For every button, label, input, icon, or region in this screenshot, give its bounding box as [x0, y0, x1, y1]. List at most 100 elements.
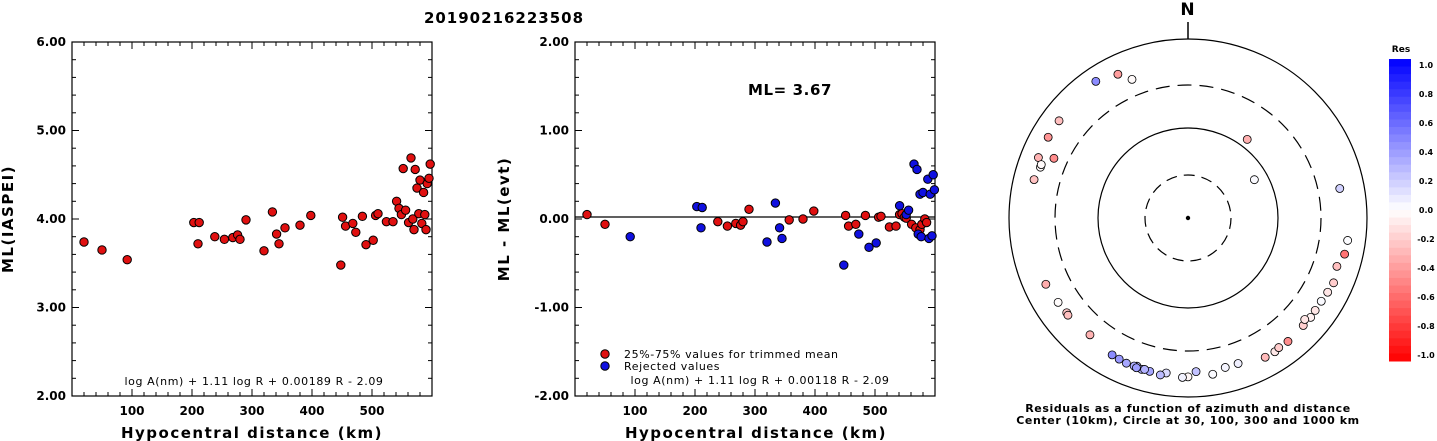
colorbar-labels: 1.0 0.8 0.6 0.4 0.2 0.0 -0.2 -0.4 -0.6 -0.8 -1.0: [1417, 61, 1435, 360]
accepted-point: [876, 211, 886, 222]
accepted-point: [840, 210, 851, 221]
y-tick-label: 2.00: [539, 35, 569, 49]
colorbar-cell: [1389, 330, 1411, 339]
station-point: [1335, 184, 1345, 193]
azimuth-residual-panel: N Residuals as a function of azimuth and…: [1008, 0, 1368, 427]
colorbar-cell: [1389, 66, 1411, 75]
station-point: [1310, 305, 1320, 315]
colorbar-cell: [1389, 353, 1411, 362]
colorbar-cell: [1389, 255, 1411, 264]
colorbar-label: 1.0: [1419, 61, 1434, 70]
colorbar-label: -0.2: [1417, 235, 1435, 244]
formula: log A(nm) + 1.11 log R + 0.00118 R - 2.0…: [630, 374, 889, 387]
colorbar-cell: [1389, 232, 1411, 241]
data-point: [295, 220, 305, 230]
y-tick-label: 0.00: [539, 212, 569, 226]
colorbar-cell: [1389, 149, 1411, 158]
data-point: [400, 205, 411, 215]
station-point: [1036, 160, 1046, 169]
accepted-point: [738, 216, 748, 227]
rejected-point: [928, 170, 938, 180]
data-point: [421, 224, 431, 235]
rejected-point: [912, 164, 922, 175]
legend-blue-label: Rejected values: [624, 360, 720, 373]
colorbar-cell: [1389, 345, 1411, 354]
data-points: [79, 153, 435, 270]
colorbar-cell: [1389, 293, 1411, 302]
data-point: [368, 235, 378, 245]
station-point: [1274, 343, 1284, 352]
rejected-point: [927, 231, 937, 241]
colorbar-title: Res: [1392, 45, 1410, 55]
data-point: [193, 239, 203, 249]
colorbar-label: -0.8: [1417, 322, 1435, 331]
data-point: [274, 239, 284, 249]
legend-red-label: 25%-75% values for trimmed mean: [624, 348, 839, 361]
rejected-point: [696, 223, 706, 233]
axis-ticks: 2.00 3.00 4.00 5.00 6.00 100 200 300 400 500: [36, 35, 433, 418]
data-point: [398, 163, 408, 174]
colorbar-cell: [1389, 134, 1411, 143]
colorbar-cell: [1389, 217, 1411, 226]
data-point: [418, 187, 429, 198]
colorbar-cell: [1389, 262, 1411, 271]
station-point: [1343, 236, 1353, 245]
legend-blue-marker: [600, 361, 610, 371]
data-point: [267, 207, 278, 217]
ring-100km: [1097, 127, 1279, 309]
x-tick-label: 400: [299, 404, 324, 418]
x-tick-label: 400: [802, 404, 827, 418]
colorbar-cell: [1389, 323, 1411, 332]
accepted-point: [798, 214, 808, 224]
data-point: [271, 229, 282, 239]
rejected-point: [774, 223, 785, 233]
station-point: [1340, 249, 1350, 259]
data-point: [210, 232, 220, 242]
colorbar-cells: [1389, 59, 1411, 362]
station-point: [1283, 337, 1293, 346]
y-tick-label: 1.00: [539, 124, 569, 138]
station-point: [1323, 287, 1333, 297]
data-point: [357, 211, 368, 222]
colorbar-label: 0.4: [1419, 148, 1434, 157]
station-point: [1220, 363, 1230, 372]
colorbar-label: -0.4: [1417, 264, 1435, 273]
colorbar-cell: [1389, 164, 1411, 173]
station-point: [1208, 369, 1218, 379]
rejected-point: [871, 238, 881, 248]
station-point: [1049, 153, 1059, 163]
data-point: [259, 246, 269, 256]
y-tick-label: 3.00: [36, 301, 66, 315]
data-point: [219, 234, 230, 245]
data-point: [409, 224, 419, 235]
data-point: [122, 255, 132, 265]
station-point: [1107, 350, 1117, 360]
accepted-point: [722, 221, 733, 231]
rejected-point: [839, 260, 849, 270]
colorbar-cell: [1389, 300, 1411, 309]
y-tick-label: -1.00: [534, 301, 569, 315]
colorbar-cell: [1389, 104, 1411, 113]
rejected-point: [854, 229, 864, 239]
y-tick-label: 4.00: [36, 212, 66, 226]
residual-vs-distance-panel: -2.00 -1.00 0.00 1.00 2.00 100 200 300 400 500 ML…: [495, 35, 940, 441]
data-point: [280, 223, 290, 233]
colorbar-cell: [1389, 81, 1411, 90]
colorbar-cell: [1389, 202, 1411, 211]
ring-300km: [1054, 84, 1322, 352]
station-points: [1029, 69, 1353, 382]
epicenter-dot: [1185, 215, 1191, 221]
x-tick-label: 100: [622, 404, 647, 418]
colorbar-cell: [1389, 240, 1411, 249]
station-point: [1329, 278, 1338, 288]
data-point: [424, 173, 434, 183]
colorbar-cell: [1389, 270, 1411, 279]
data-point: [388, 216, 398, 227]
formula: log A(nm) + 1.11 log R + 0.00189 R - 2.0…: [124, 375, 383, 388]
accepted-point: [860, 210, 871, 221]
x-tick-label: 300: [239, 404, 264, 418]
colorbar-cell: [1389, 172, 1411, 181]
colorbar-cell: [1389, 59, 1411, 68]
colorbar-cell: [1389, 277, 1411, 286]
y-tick-label: 6.00: [36, 35, 66, 49]
